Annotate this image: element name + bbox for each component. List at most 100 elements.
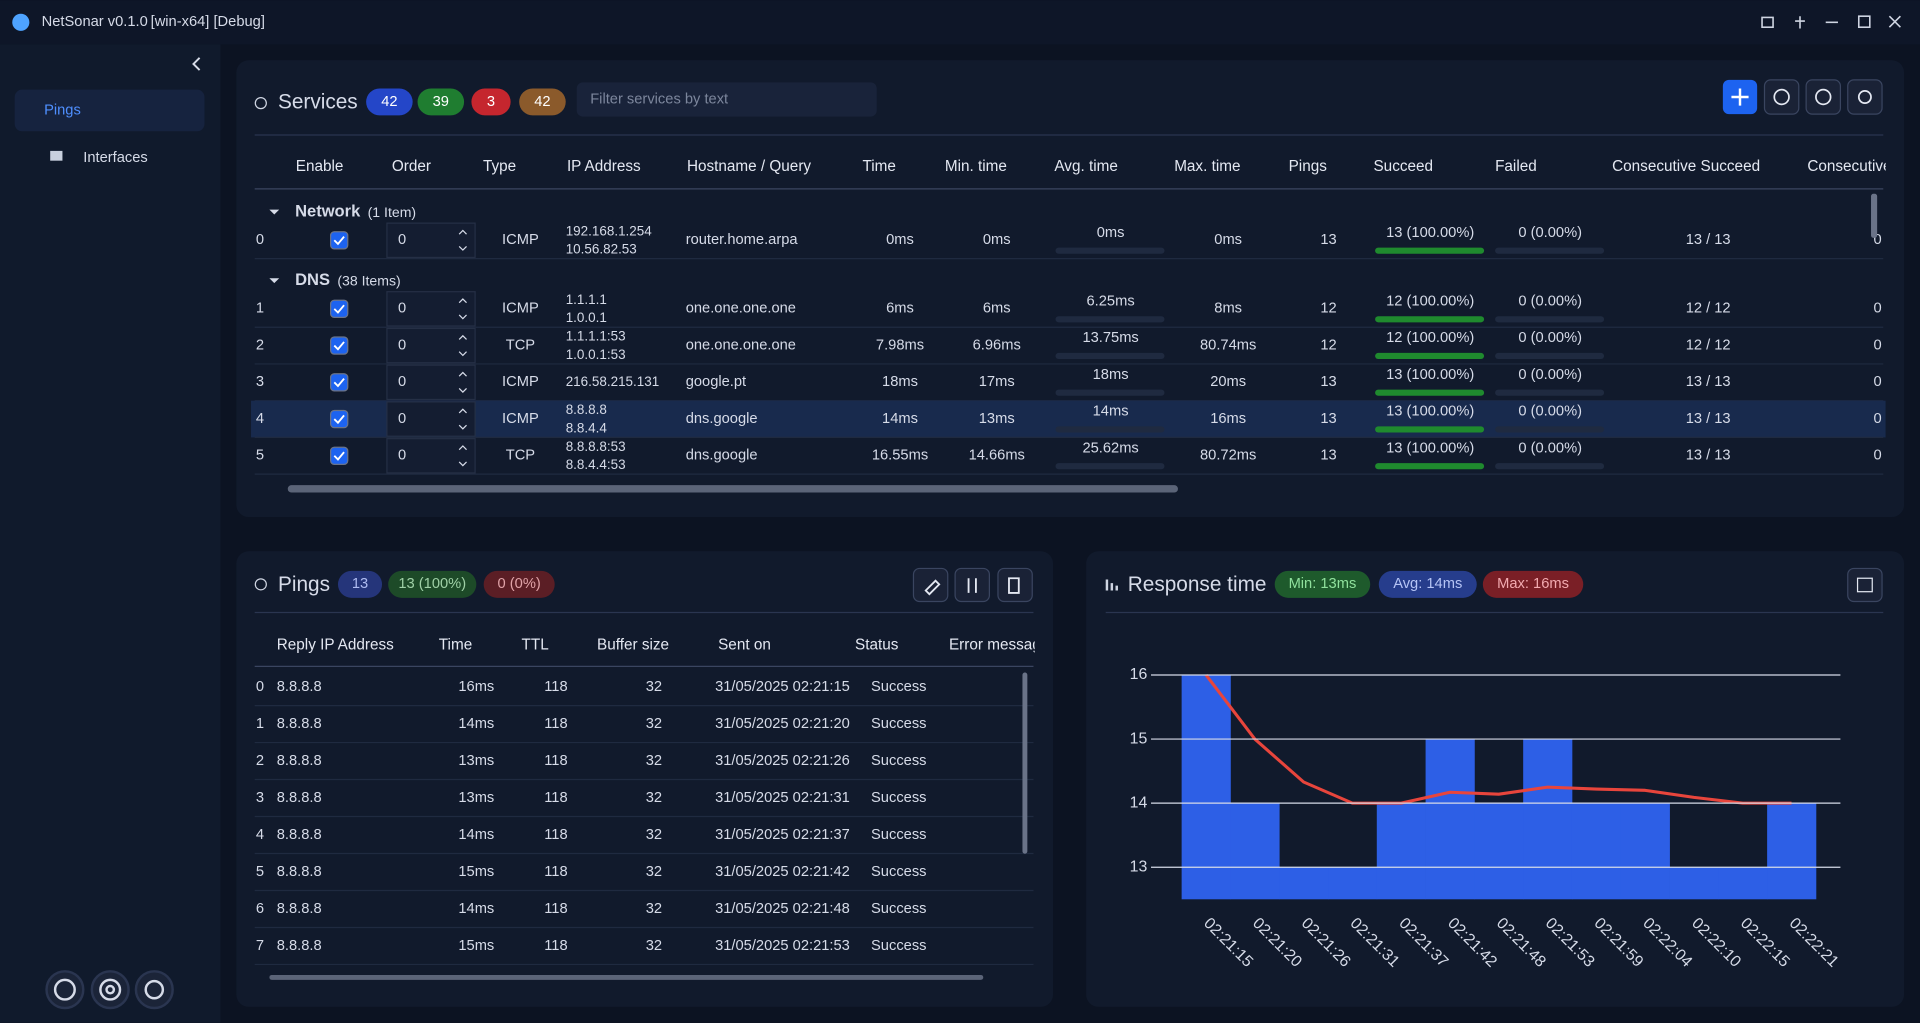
cell: 0 bbox=[398, 448, 406, 464]
checkbox[interactable] bbox=[330, 299, 349, 319]
cell: 12 bbox=[1320, 337, 1336, 353]
check bbox=[333, 414, 345, 425]
github-button[interactable] bbox=[45, 970, 85, 1010]
progress-track bbox=[1055, 426, 1165, 433]
maximize-button[interactable] bbox=[1857, 15, 1871, 29]
title-bar bbox=[0, 0, 1920, 45]
cell: 118 bbox=[544, 753, 567, 769]
cell: 31/05/2025 02:21:48 bbox=[715, 901, 850, 917]
badge-bg bbox=[471, 88, 511, 116]
checkbox[interactable] bbox=[330, 409, 349, 429]
spinner[interactable] bbox=[458, 408, 467, 430]
order-input[interactable] bbox=[386, 438, 476, 474]
cell: 20ms bbox=[1210, 374, 1246, 390]
add-icon bbox=[1731, 88, 1749, 106]
cell: 8.8.8.8 bbox=[277, 938, 322, 954]
start-button[interactable] bbox=[1763, 79, 1800, 115]
filter-input[interactable] bbox=[576, 82, 877, 117]
progress-track bbox=[1375, 247, 1485, 254]
cell: 216.58.215.131 bbox=[566, 374, 660, 389]
cell: 0 bbox=[256, 679, 264, 695]
checkbox[interactable] bbox=[330, 446, 349, 465]
nav-selected[interactable] bbox=[14, 89, 205, 132]
cell: 31/05/2025 02:21:26 bbox=[715, 753, 850, 769]
cell: dns.google bbox=[686, 411, 758, 427]
cell: 0ms bbox=[1214, 232, 1242, 248]
column-header: Enable bbox=[296, 158, 344, 175]
checkbox[interactable] bbox=[330, 231, 349, 250]
check bbox=[333, 304, 345, 314]
spinner[interactable] bbox=[458, 445, 467, 467]
cell: 1 bbox=[256, 716, 264, 732]
column-header: Pings bbox=[1289, 158, 1328, 175]
collapse-button[interactable] bbox=[192, 57, 201, 71]
pause-button[interactable] bbox=[954, 567, 991, 603]
column-header: Type bbox=[483, 158, 516, 175]
cell: 32 bbox=[646, 901, 662, 917]
progress-track bbox=[1495, 316, 1605, 323]
annotation-bg bbox=[1378, 570, 1477, 598]
bar bbox=[1328, 867, 1378, 900]
cell: Success bbox=[871, 901, 927, 917]
column-header: TTL bbox=[522, 637, 549, 654]
settings-button[interactable] bbox=[134, 970, 174, 1010]
cell: 8.8.8.8:53 bbox=[566, 439, 626, 454]
cell: 17ms bbox=[979, 374, 1015, 390]
cell: 1 bbox=[256, 301, 264, 317]
pin-button[interactable] bbox=[1795, 16, 1805, 29]
group-name: Network bbox=[295, 201, 361, 220]
cell: 4 bbox=[256, 411, 264, 427]
cell: 1.1.1.1 bbox=[566, 292, 607, 307]
export-button[interactable] bbox=[997, 567, 1033, 603]
order-input[interactable] bbox=[386, 327, 476, 364]
cell: 8.8.8.8 bbox=[277, 864, 322, 880]
order-input[interactable] bbox=[386, 291, 476, 327]
expander[interactable] bbox=[269, 278, 280, 284]
cell: 3 bbox=[256, 374, 264, 390]
nav-item[interactable]: Pings bbox=[44, 102, 81, 118]
spinner[interactable] bbox=[458, 371, 467, 393]
badge-bg bbox=[519, 88, 566, 116]
column-header: IP Address bbox=[567, 158, 641, 175]
spinner[interactable] bbox=[458, 229, 467, 251]
cell: 15ms bbox=[458, 864, 494, 880]
spinner[interactable] bbox=[458, 298, 467, 320]
annotation-bg bbox=[1274, 570, 1371, 598]
cell: 13 / 13 bbox=[1686, 374, 1731, 390]
checkbox[interactable] bbox=[330, 336, 349, 355]
chart-options-button[interactable] bbox=[1847, 567, 1883, 603]
nav-item[interactable]: Interfaces bbox=[83, 150, 148, 166]
progress-track bbox=[1495, 426, 1605, 433]
spinner[interactable] bbox=[458, 334, 467, 357]
expander[interactable] bbox=[269, 209, 280, 215]
checkbox[interactable] bbox=[330, 373, 349, 392]
cell: 8.8.8.8 bbox=[566, 402, 607, 417]
badge-bg bbox=[483, 570, 555, 598]
order-input[interactable] bbox=[386, 222, 476, 259]
progress-track bbox=[1055, 389, 1165, 396]
scrollbar[interactable] bbox=[269, 974, 984, 980]
scrollbar[interactable] bbox=[287, 485, 1178, 493]
cell: Success bbox=[871, 938, 927, 954]
cell: 6.96ms bbox=[973, 337, 1021, 353]
progress-track bbox=[1375, 389, 1485, 396]
cell: 14ms bbox=[1093, 404, 1129, 420]
cell: 2 bbox=[256, 753, 264, 769]
settings-button[interactable] bbox=[1847, 79, 1883, 115]
scrollbar[interactable] bbox=[1871, 193, 1878, 238]
cell: Success bbox=[871, 753, 927, 769]
pause-button[interactable] bbox=[1805, 79, 1842, 115]
fullscreen-button[interactable] bbox=[1761, 16, 1774, 29]
cell: 8.8.8.8 bbox=[277, 827, 322, 843]
cell: 32 bbox=[646, 864, 662, 880]
y-tick-label: 16 bbox=[1130, 666, 1148, 683]
cell: 8.8.8.8 bbox=[277, 790, 322, 806]
close-button[interactable] bbox=[1888, 15, 1901, 28]
scrollbar[interactable] bbox=[1022, 672, 1028, 854]
order-input[interactable] bbox=[386, 401, 476, 437]
help-button[interactable] bbox=[90, 970, 130, 1010]
progress-track bbox=[1495, 389, 1605, 396]
cell: TCP bbox=[506, 337, 536, 353]
group-count: (1 Item) bbox=[368, 204, 417, 220]
order-input[interactable] bbox=[386, 364, 476, 401]
